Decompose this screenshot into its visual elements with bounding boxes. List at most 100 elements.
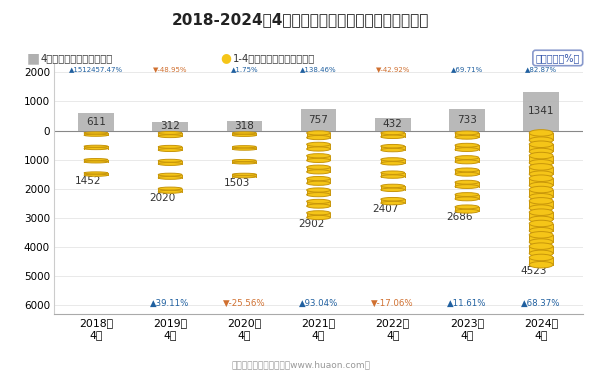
Ellipse shape: [455, 180, 479, 184]
Bar: [529, 178, 553, 186]
Ellipse shape: [158, 190, 182, 193]
Text: ▼-48.95%: ▼-48.95%: [153, 66, 188, 72]
Ellipse shape: [381, 188, 404, 191]
Ellipse shape: [455, 131, 479, 135]
Bar: [84, 133, 108, 135]
Bar: [529, 212, 553, 220]
Text: 2407: 2407: [372, 204, 398, 214]
Ellipse shape: [529, 152, 553, 159]
Text: ▲1512457.47%: ▲1512457.47%: [69, 66, 123, 72]
Bar: [381, 146, 404, 150]
Ellipse shape: [381, 144, 404, 148]
Ellipse shape: [529, 193, 553, 200]
Ellipse shape: [307, 154, 331, 158]
Ellipse shape: [529, 227, 553, 234]
Bar: [233, 160, 256, 163]
Bar: [455, 194, 479, 199]
Ellipse shape: [529, 220, 553, 227]
Bar: [233, 133, 256, 135]
Text: 757: 757: [308, 114, 329, 125]
Bar: [455, 145, 479, 150]
Ellipse shape: [529, 164, 553, 170]
Bar: [529, 167, 553, 174]
Bar: [152, 122, 188, 131]
Text: 2686: 2686: [446, 212, 472, 223]
Ellipse shape: [158, 135, 182, 138]
Bar: [307, 213, 331, 218]
Text: ▲11.61%: ▲11.61%: [447, 299, 487, 308]
Ellipse shape: [529, 250, 553, 257]
Text: ▲68.37%: ▲68.37%: [522, 299, 561, 308]
Ellipse shape: [307, 147, 331, 151]
Text: ▲39.11%: ▲39.11%: [150, 299, 190, 308]
Bar: [523, 92, 559, 131]
Ellipse shape: [84, 159, 108, 160]
Bar: [307, 179, 331, 183]
Ellipse shape: [84, 174, 108, 176]
Ellipse shape: [307, 188, 331, 192]
Ellipse shape: [381, 184, 404, 188]
Ellipse shape: [529, 175, 553, 181]
Ellipse shape: [158, 159, 182, 162]
Ellipse shape: [529, 182, 553, 189]
Ellipse shape: [307, 204, 331, 208]
Text: 611: 611: [86, 117, 106, 127]
Text: 4月期货成交金额（亿元）: 4月期货成交金额（亿元）: [41, 53, 113, 63]
Ellipse shape: [158, 163, 182, 165]
Ellipse shape: [158, 148, 182, 151]
Ellipse shape: [233, 176, 256, 178]
Bar: [381, 133, 404, 137]
Ellipse shape: [455, 168, 479, 172]
Text: ▼-25.56%: ▼-25.56%: [223, 299, 266, 308]
Text: 2902: 2902: [297, 219, 324, 229]
Ellipse shape: [529, 232, 553, 238]
Ellipse shape: [529, 186, 553, 193]
Ellipse shape: [307, 177, 331, 181]
Ellipse shape: [233, 134, 256, 137]
Ellipse shape: [158, 187, 182, 190]
Bar: [529, 257, 553, 265]
Bar: [455, 157, 479, 162]
Text: ▲138.46%: ▲138.46%: [300, 66, 337, 72]
Ellipse shape: [529, 130, 553, 136]
Text: 同比增速（%）: 同比增速（%）: [535, 53, 580, 63]
Ellipse shape: [529, 160, 553, 166]
Text: ●: ●: [220, 52, 231, 64]
Ellipse shape: [307, 199, 331, 203]
Ellipse shape: [158, 132, 182, 134]
Ellipse shape: [529, 205, 553, 211]
Ellipse shape: [455, 209, 479, 213]
Ellipse shape: [455, 197, 479, 201]
Bar: [158, 188, 182, 192]
Bar: [529, 190, 553, 197]
Bar: [307, 144, 331, 149]
Ellipse shape: [158, 177, 182, 180]
Ellipse shape: [307, 193, 331, 197]
Text: 1503: 1503: [224, 178, 250, 188]
Ellipse shape: [381, 131, 404, 135]
Ellipse shape: [381, 148, 404, 152]
Ellipse shape: [455, 143, 479, 147]
Bar: [529, 235, 553, 242]
Ellipse shape: [455, 205, 479, 209]
Bar: [300, 108, 337, 131]
Bar: [381, 186, 404, 190]
Ellipse shape: [233, 148, 256, 150]
Ellipse shape: [84, 134, 108, 136]
Bar: [455, 182, 479, 187]
Text: ▼-42.92%: ▼-42.92%: [376, 66, 410, 72]
Ellipse shape: [381, 175, 404, 178]
Ellipse shape: [307, 170, 331, 174]
Ellipse shape: [307, 165, 331, 169]
Ellipse shape: [529, 239, 553, 245]
Ellipse shape: [455, 185, 479, 188]
Bar: [529, 246, 553, 254]
Bar: [233, 174, 256, 177]
Ellipse shape: [381, 158, 404, 161]
Text: 312: 312: [160, 121, 180, 131]
Bar: [158, 147, 182, 150]
Ellipse shape: [158, 173, 182, 176]
Ellipse shape: [158, 145, 182, 148]
Bar: [381, 173, 404, 177]
Text: 1341: 1341: [528, 106, 554, 116]
